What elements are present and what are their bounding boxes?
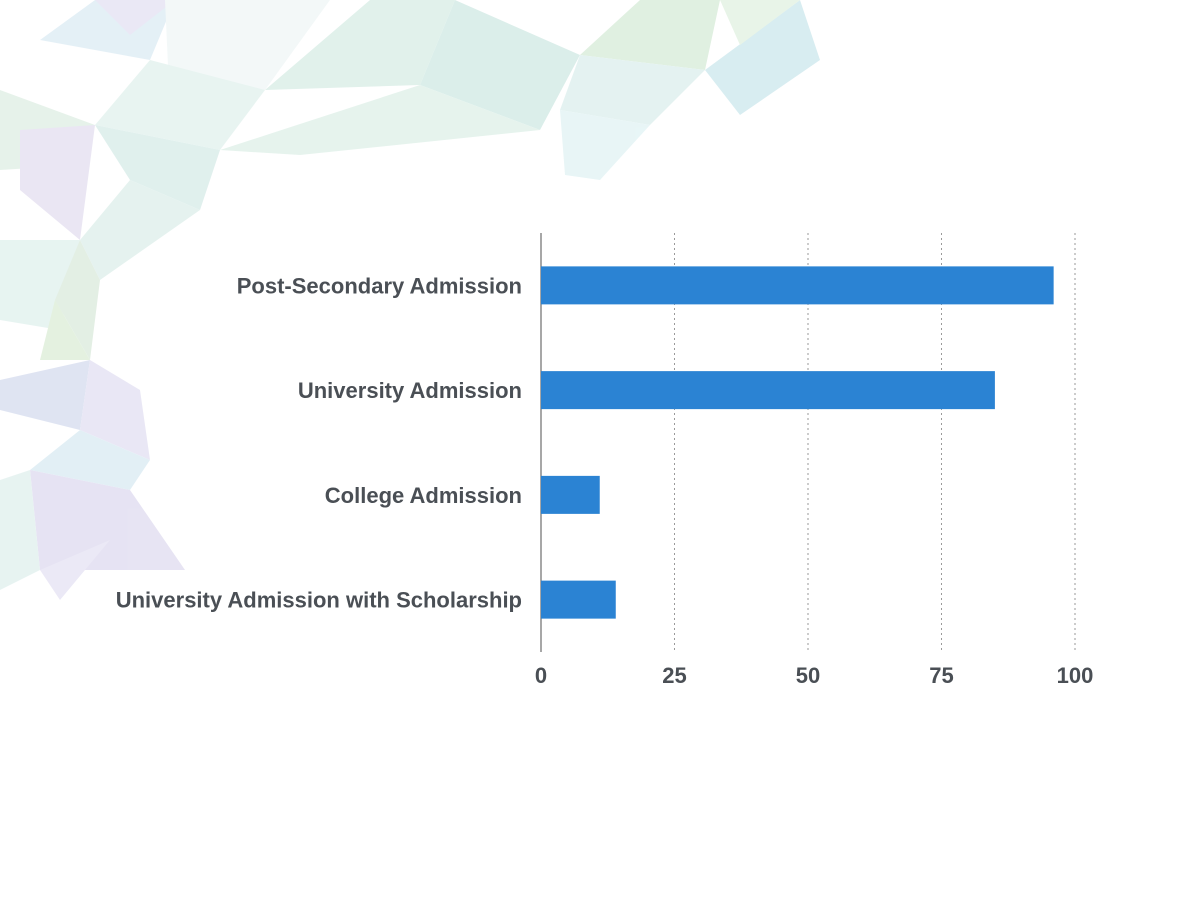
bar — [541, 475, 600, 514]
bar — [541, 580, 616, 619]
x-tick-label: 75 — [929, 663, 953, 688]
category-label: University Admission — [298, 378, 522, 403]
x-tick-label: 25 — [662, 663, 686, 688]
x-tick-label: 50 — [796, 663, 820, 688]
category-label: Post-Secondary Admission — [237, 273, 522, 298]
bars — [541, 266, 1054, 619]
category-label: College Admission — [325, 483, 522, 508]
x-tick-label: 100 — [1057, 663, 1094, 688]
bar — [541, 371, 995, 410]
x-tick-label: 0 — [535, 663, 547, 688]
x-tick-labels: 0 25 50 75 100 — [535, 663, 1093, 688]
category-labels: Post-Secondary Admission University Admis… — [116, 273, 522, 612]
category-label: University Admission with Scholarship — [116, 588, 522, 613]
bar — [541, 266, 1054, 305]
